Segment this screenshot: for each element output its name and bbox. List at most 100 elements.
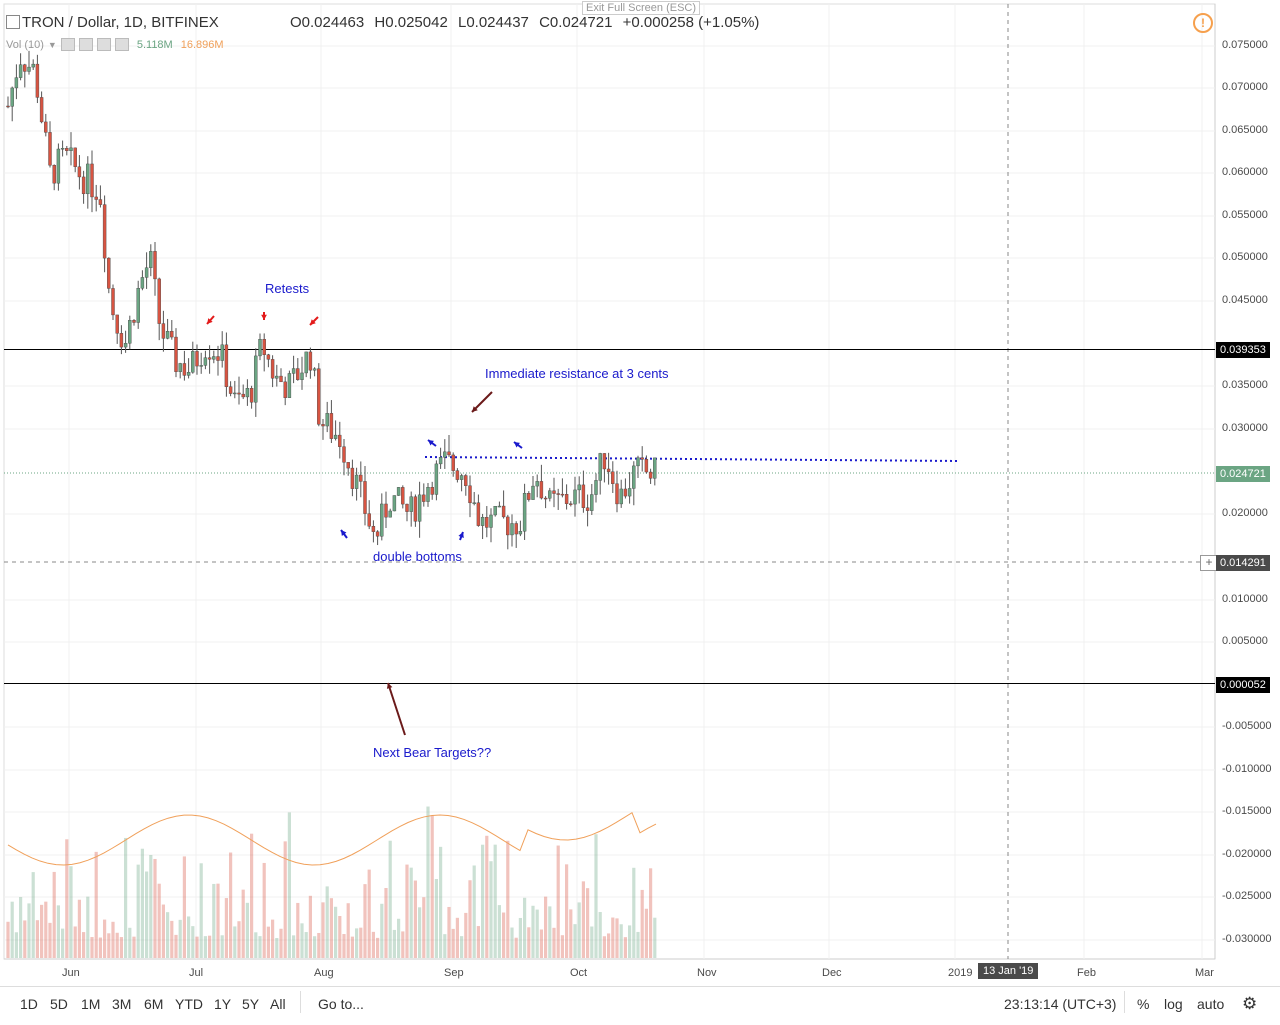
volume-bar [359,927,363,958]
candle-body [539,481,544,499]
candle-body [506,516,510,536]
range-button-5y[interactable]: 5Y [242,996,260,1012]
range-button-5d[interactable]: 5D [50,996,68,1012]
candle-body [501,505,506,518]
candle-body [543,497,548,500]
add-icon[interactable] [96,38,111,51]
volume-bar [111,921,115,958]
warning-icon[interactable]: ! [1193,13,1213,33]
volume-bar [149,855,153,958]
candle-body [174,336,178,372]
candle-body [476,502,481,526]
price-tick: 0.055000 [1222,209,1268,221]
time-tick: Jun [62,967,80,979]
time-tick: Sep [444,967,464,979]
dropdown-icon[interactable]: ▼ [47,39,57,50]
candle-body [228,386,233,394]
candle-body [69,147,73,151]
volume-bar [552,927,556,958]
candle-body [535,481,539,487]
range-button-1d[interactable]: 1D [20,996,38,1012]
candle-body [312,368,317,371]
volume-bar [216,883,220,958]
bottom-toolbar [0,986,1280,1025]
volume-bar [489,861,493,958]
volume-bar [296,902,300,958]
settings-icon[interactable] [78,38,93,51]
volume-bar [35,920,39,958]
candle-body [149,251,153,268]
volume-bar [237,921,241,958]
candle-body [304,351,308,374]
eye-icon[interactable] [60,38,75,51]
range-button-3m[interactable]: 3M [112,996,132,1012]
candle-body [527,493,531,500]
volume-label: Vol (10) [6,38,44,51]
volume-bar [170,920,174,958]
exit-fullscreen-button[interactable]: Exit Full Screen (ESC) [582,1,701,15]
resistance-annotation: Immediate resistance at 3 cents [485,366,669,381]
volume-bar [577,902,581,958]
volume-bar [90,937,94,958]
volume-bar [140,848,144,958]
candle-body [602,453,607,470]
double-bottom-arrow-1 [341,530,347,536]
range-button-1m[interactable]: 1M [81,996,101,1012]
volume-bar [485,835,489,958]
volume-bar [413,880,417,958]
range-button-6m[interactable]: 6M [144,996,164,1012]
price-tick: -0.005000 [1222,720,1272,732]
volume-bar [439,846,443,958]
volume-bar [77,899,81,958]
close-icon[interactable] [114,38,129,51]
candle-body [77,166,82,178]
candle-body [497,505,502,508]
candle-body [157,278,161,324]
candle-body [472,502,476,504]
candle-body [619,488,623,505]
volume-bar [544,896,548,958]
collapse-icon[interactable] [6,15,20,29]
volume-bar [254,932,258,958]
log-toggle[interactable]: log [1164,996,1183,1012]
volume-bar [573,924,577,958]
volume-bar [535,909,539,958]
range-button-ytd[interactable]: YTD [175,996,203,1012]
change-value: +0.000258 (+1.05%) [622,14,760,31]
time-tick: Nov [697,967,717,979]
volume-bar [493,844,497,958]
candle-body [270,359,275,379]
retest-arrow-1 [207,318,213,324]
volume-bar [443,934,447,958]
volume-bar [313,936,317,958]
current-price-label: 0.024721 [1216,466,1270,482]
candle-body [10,87,14,107]
volume-bar [628,925,632,958]
bear-target-arrow [387,682,406,736]
goto-button[interactable]: Go to... [318,996,364,1012]
volume-bar [640,889,644,958]
candle-body [623,488,628,497]
percent-toggle[interactable]: % [1137,996,1150,1012]
volume-bar [317,932,321,958]
settings-gear-icon[interactable]: ⚙ [1242,994,1258,1013]
volume-bar [308,895,312,958]
volume-bar [405,864,409,958]
resistance-pointer-arrow [472,406,478,412]
time-tick: Aug [314,967,334,979]
price-tick: 0.070000 [1222,81,1268,93]
candle-body [65,148,69,151]
auto-toggle[interactable]: auto [1197,996,1225,1012]
volume-bar [607,933,611,958]
volume-legend[interactable]: Vol (10) ▼ 5.118M 16.896M [6,38,224,51]
double-bottom-arrow-2 [458,532,464,538]
candle-body [73,147,77,167]
candle-body [594,480,598,495]
range-button-all[interactable]: All [270,996,286,1012]
range-button-1y[interactable]: 1Y [214,996,232,1012]
volume-bar [65,839,69,958]
candle-body [573,489,577,505]
candle-body [468,485,472,504]
volume-bar [161,904,165,958]
